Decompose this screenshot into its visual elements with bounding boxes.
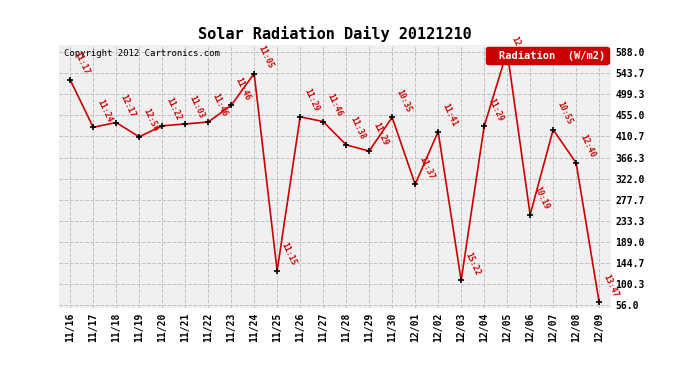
Text: 11:46: 11:46 [210, 92, 228, 118]
Text: 10:35: 10:35 [394, 88, 413, 114]
Text: 11:22: 11:22 [164, 96, 182, 122]
Text: Copyright 2012 Cartronics.com: Copyright 2012 Cartronics.com [64, 49, 220, 58]
Text: 12:40: 12:40 [578, 133, 596, 159]
Legend: Radiation  (W/m2): Radiation (W/m2) [486, 47, 609, 64]
Text: 11:29: 11:29 [302, 87, 320, 113]
Text: 11:03: 11:03 [187, 94, 206, 120]
Text: 12:56: 12:56 [141, 107, 159, 133]
Text: 12: 12 [509, 35, 521, 47]
Text: 11:29: 11:29 [371, 122, 389, 147]
Text: 11:41: 11:41 [440, 102, 458, 128]
Text: 11:15: 11:15 [279, 241, 297, 267]
Text: 15:22: 15:22 [463, 251, 482, 277]
Text: 11:17: 11:17 [72, 50, 90, 76]
Text: 11:38: 11:38 [348, 115, 366, 141]
Text: 11:37: 11:37 [417, 154, 435, 180]
Text: 10:55: 10:55 [555, 100, 573, 126]
Text: 11:05: 11:05 [256, 44, 275, 70]
Text: 11:29: 11:29 [486, 97, 504, 123]
Text: 10:19: 10:19 [532, 185, 551, 211]
Text: 11:46: 11:46 [233, 76, 251, 102]
Text: 11:24: 11:24 [95, 98, 113, 123]
Text: 13:47: 13:47 [601, 273, 620, 298]
Text: 11:46: 11:46 [325, 92, 344, 118]
Title: Solar Radiation Daily 20121210: Solar Radiation Daily 20121210 [198, 27, 471, 42]
Text: 12:17: 12:17 [118, 93, 137, 119]
